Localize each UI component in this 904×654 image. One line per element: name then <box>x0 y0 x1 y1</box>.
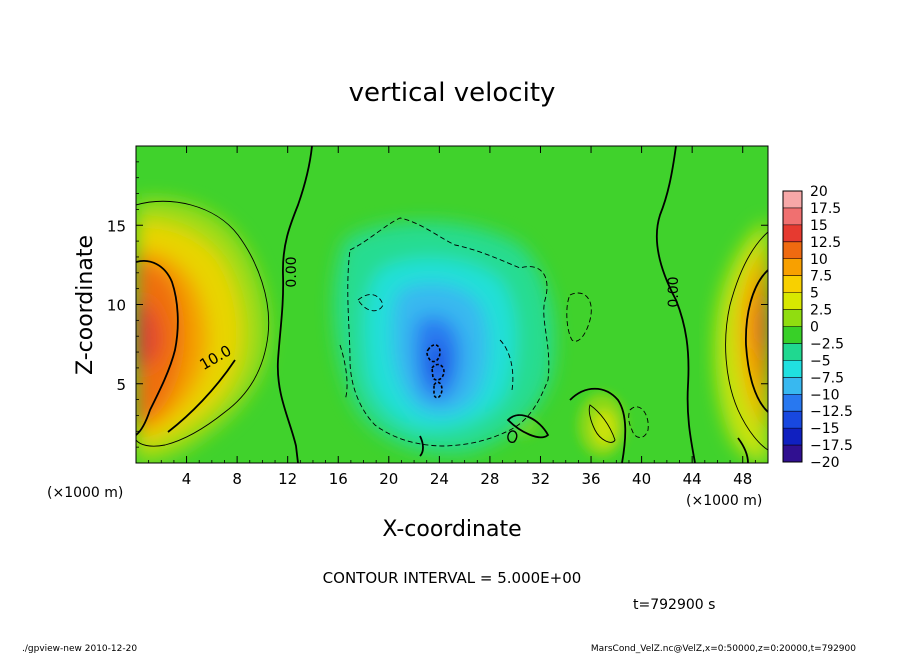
colorbar-swatch <box>783 394 802 412</box>
colorbar-swatch <box>783 292 802 311</box>
colorbar-swatch <box>783 224 802 243</box>
colorbar-label: −5 <box>810 353 831 369</box>
y-axis-ticks: 5 10 15 <box>107 161 768 448</box>
colorbar-label: −12.5 <box>810 404 853 420</box>
colorbar-swatch <box>783 258 802 277</box>
plot-area: 0.00 0.00 10.0 <box>136 146 768 463</box>
x-axis-ticks: 4 8 12 16 20 24 28 32 36 40 44 48 <box>148 146 756 488</box>
y-axis-title: Z-coordinate <box>73 235 98 375</box>
x-tick-label: 28 <box>480 470 499 488</box>
colorbar-swatch <box>783 377 802 395</box>
footer-right: MarsCond_VelZ.nc@VelZ,x=0:50000,z=0:2000… <box>591 644 856 654</box>
colorbar-label: 20 <box>810 184 828 200</box>
colorbar-label: 15 <box>810 218 828 234</box>
contours <box>136 146 768 463</box>
colorbar-label: −17.5 <box>810 438 853 454</box>
colorbar-swatch <box>783 360 802 378</box>
colorbar-swatch <box>783 275 802 294</box>
x-unit-label-left: (×1000 m) <box>47 485 123 501</box>
x-tick-label: 36 <box>581 470 600 488</box>
x-unit-label-right: (×1000 m) <box>686 493 762 509</box>
colorbar-label: −10 <box>810 387 840 403</box>
x-tick-label: 48 <box>733 470 752 488</box>
y-tick-label: 10 <box>107 297 126 315</box>
colorbar-label: 2.5 <box>810 303 832 319</box>
x-tick-label: 24 <box>430 470 449 488</box>
colorbar-label: 12.5 <box>810 235 841 251</box>
colorbar-swatch <box>783 191 802 209</box>
x-tick-label: 40 <box>632 470 651 488</box>
colorbar-swatch <box>783 428 802 446</box>
colorbar-swatch <box>783 207 802 226</box>
x-tick-label: 4 <box>182 470 192 488</box>
colorbar-label: 10 <box>810 252 828 268</box>
colorbar-label: 0 <box>810 320 819 336</box>
colorbar-label: 17.5 <box>810 201 841 217</box>
updraft-right <box>715 220 768 463</box>
colorbar-swatch <box>783 241 802 260</box>
downdraft-center <box>334 221 555 454</box>
colorbar-swatch <box>783 411 802 429</box>
contour-label-zero-left: 0.00 <box>284 256 300 287</box>
colorbar-swatch <box>783 343 802 361</box>
x-tick-label: 20 <box>379 470 398 488</box>
colorbar-swatch <box>783 326 802 344</box>
contour-interval: CONTOUR INTERVAL = 5.000E+00 <box>323 569 582 587</box>
x-tick-label: 12 <box>278 470 297 488</box>
x-tick-label: 8 <box>232 470 242 488</box>
x-axis-title: X-coordinate <box>382 517 521 542</box>
colorbar-label: −2.5 <box>810 336 844 352</box>
colorbar: 2017.51512.5107.552.50−2.5−5−7.5−10−12.5… <box>782 184 853 471</box>
footer-left: ./gpview-new 2010-12-20 <box>22 644 137 654</box>
x-tick-label: 44 <box>683 470 702 488</box>
colorbar-swatch <box>783 445 802 463</box>
colorbar-label: −15 <box>810 421 840 437</box>
time-label: t=792900 s <box>633 597 715 613</box>
colorbar-label: 5 <box>810 286 819 302</box>
x-tick-label: 16 <box>329 470 348 488</box>
updraft-left <box>136 198 269 463</box>
y-tick-label: 5 <box>116 376 126 394</box>
colorbar-swatch <box>783 309 802 327</box>
colorbar-label: −7.5 <box>810 370 844 386</box>
chart-title: vertical velocity <box>349 78 556 108</box>
y-tick-label: 15 <box>107 217 126 235</box>
colorbar-label: 7.5 <box>810 269 832 285</box>
colorbar-label: −20 <box>810 455 840 471</box>
contour-label-zero-right: 0.00 <box>666 276 682 307</box>
x-tick-label: 32 <box>531 470 550 488</box>
